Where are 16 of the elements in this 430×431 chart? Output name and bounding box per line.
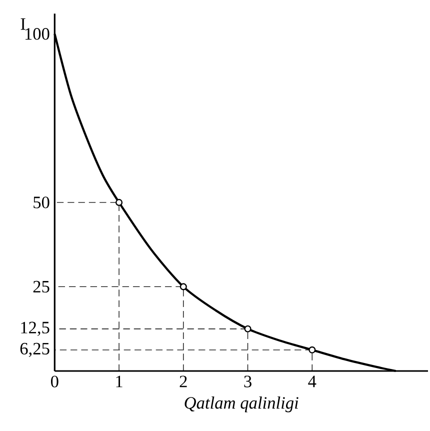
- y-axis-title: I: [20, 18, 26, 30]
- x-tick-label: 4: [308, 376, 316, 388]
- x-axis-title: Qatlam qalinligi: [184, 396, 298, 412]
- y-tick-label: 25: [33, 280, 50, 293]
- y-tick-label: 100: [25, 28, 50, 40]
- y-tick-label: 50: [34, 196, 50, 208]
- x-tick-label: 3: [244, 376, 252, 388]
- y-tick-label: 6,25: [20, 342, 50, 358]
- point: [180, 283, 187, 290]
- x-tick-label: 2: [180, 376, 187, 388]
- y-tick-label: 12,5: [21, 322, 50, 336]
- point: [244, 325, 252, 332]
- point: [308, 346, 316, 354]
- x-tick-label: 1: [116, 376, 122, 388]
- x-tick-label: 0: [51, 376, 58, 388]
- point: [116, 198, 123, 206]
